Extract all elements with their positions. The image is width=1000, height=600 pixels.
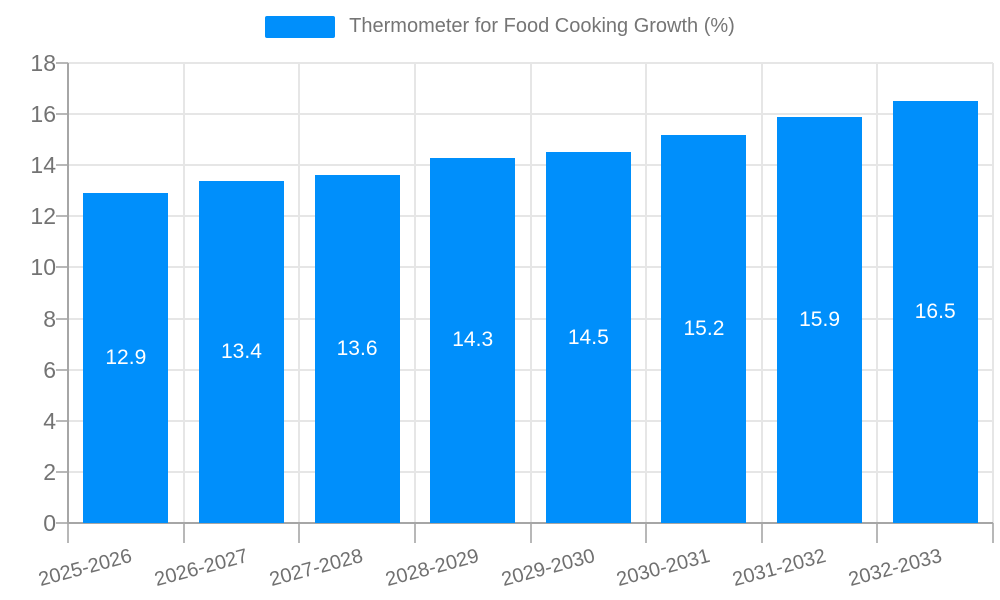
x-axis-tick [298,523,301,543]
x-axis-tick [760,523,763,543]
bar-2027-2028 [314,175,400,523]
x-axis-tick-label: 2028-2029 [383,545,482,592]
y-axis-tick-label: 10 [30,254,56,281]
x-gridline [992,63,994,523]
x-gridline [529,63,532,523]
x-axis-tick [67,523,69,543]
bar-value-label: 15.9 [799,307,840,331]
y-gridline [68,62,993,64]
y-axis-tick-label: 14 [30,152,56,179]
y-axis-tick-label: 18 [30,50,56,76]
y-axis-tick [56,522,68,524]
x-gridline [182,63,185,523]
x-axis-tick-label: 2030-2031 [614,545,713,592]
y-axis-tick [56,164,68,167]
y-axis-tick-label: 4 [43,407,56,434]
y-axis-line [67,63,69,524]
x-gridline [876,63,879,523]
y-axis-tick-label: 0 [43,510,56,536]
legend-item-series-0[interactable]: Thermometer for Food Cooking Growth (%) [265,15,735,38]
y-axis-tick [56,266,68,269]
bar-value-label: 14.5 [567,325,609,349]
y-axis-tick [56,317,68,320]
x-axis-tick-label: 2029-2030 [498,545,598,592]
y-axis-tick-label: 6 [43,356,56,383]
y-axis-tick-label: 8 [43,305,56,332]
bar-2030-2031 [661,134,747,523]
y-axis-tick [56,215,68,218]
y-axis-tick-label: 12 [30,203,56,230]
x-axis-tick-label: 2026-2027 [152,545,251,592]
x-axis-tick [992,523,994,543]
y-axis-tick [56,470,68,473]
x-axis-line [68,522,993,524]
bar-value-label: 13.6 [336,337,378,361]
legend-label: Thermometer for Food Cooking Growth (%) [349,15,735,37]
bar-2025-2026 [83,193,169,523]
chart-legend: Thermometer for Food Cooking Growth (%) [0,15,1000,38]
y-axis-tick-label: 16 [30,101,56,128]
bar-2031-2032 [777,116,863,523]
bar-value-label: 13.4 [221,339,262,363]
y-axis-tick [56,113,68,116]
x-axis-tick [413,523,416,543]
x-axis-tick-label: 2027-2028 [267,545,366,592]
bar-value-label: 14.3 [452,328,494,352]
bar-value-label: 16.5 [914,300,956,324]
bar-value-label: 15.2 [683,316,725,340]
bar-2028-2029 [430,157,516,523]
x-axis-tick-label: 2031-2032 [730,545,829,592]
x-gridline [298,63,301,523]
legend-swatch [265,15,336,38]
y-axis-tick [56,419,68,422]
x-gridline [760,63,763,523]
x-axis-tick [876,523,879,543]
x-gridline [413,63,416,523]
y-axis-tick [56,368,68,371]
y-gridline [68,113,993,116]
bar-value-label: 12.9 [105,346,147,370]
x-gridline [645,63,648,523]
y-axis-tick [56,62,68,64]
y-axis-tick-label: 2 [43,458,56,485]
bar-2032-2033 [892,101,978,523]
bar-2026-2027 [198,180,284,523]
x-axis-tick [645,523,648,543]
x-axis-tick [529,523,532,543]
x-axis-tick-label: 2032-2033 [845,545,944,592]
bar-2029-2030 [545,152,631,523]
x-axis-tick [182,523,185,543]
x-axis-tick-label: 2025-2026 [36,545,135,592]
